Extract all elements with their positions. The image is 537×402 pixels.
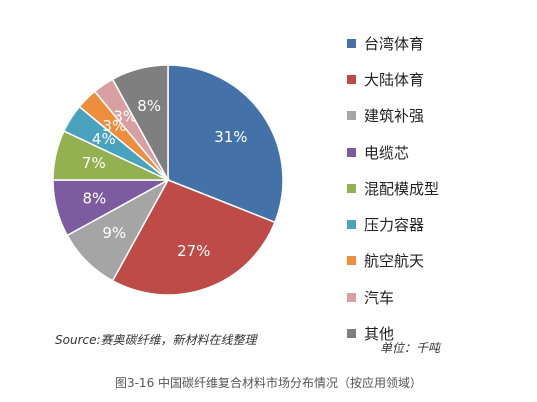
legend-item: 混配模成型 xyxy=(347,170,439,206)
slice-label: 27% xyxy=(177,242,210,260)
legend-item: 台湾体育 xyxy=(347,25,439,61)
chart-legend: 台湾体育 大陆体育 建筑补强 电缆芯 混配模成型 压力容器 航空航天 汽车 其他 xyxy=(347,25,439,352)
slice-label: 8% xyxy=(137,97,161,115)
pie-chart: 31%27%9%8%7%4%3%3%8% xyxy=(52,64,284,296)
legend-swatch xyxy=(347,183,356,193)
legend-label: 电缆芯 xyxy=(364,143,410,162)
legend-swatch xyxy=(347,111,356,121)
slice-label: 8% xyxy=(82,189,106,207)
legend-swatch xyxy=(347,329,356,339)
slice-label: 4% xyxy=(92,130,116,148)
unit-note: 单位：千吨 xyxy=(380,341,441,355)
legend-swatch xyxy=(347,147,356,157)
slice-label: 9% xyxy=(102,224,126,242)
pie-slice xyxy=(111,64,169,181)
slice-label: 7% xyxy=(82,154,106,172)
legend-label: 大陆体育 xyxy=(364,70,425,89)
legend-label: 汽车 xyxy=(364,288,395,307)
legend-swatch xyxy=(347,256,356,266)
legend-swatch xyxy=(347,38,356,48)
pie-slice xyxy=(167,64,284,224)
legend-label: 其他 xyxy=(364,325,395,344)
legend-item: 汽车 xyxy=(347,279,439,315)
legend-label: 建筑补强 xyxy=(364,107,425,126)
pie-slice xyxy=(111,179,276,296)
legend-label: 航空航天 xyxy=(364,252,425,271)
slice-label: 31% xyxy=(214,128,247,146)
legend-label: 台湾体育 xyxy=(364,34,425,53)
legend-item: 大陆体育 xyxy=(347,61,439,97)
legend-label: 压力容器 xyxy=(364,216,425,235)
legend-item: 电缆芯 xyxy=(347,134,439,170)
legend-item: 其他 xyxy=(347,315,439,351)
legend-item: 建筑补强 xyxy=(347,98,439,134)
legend-item: 压力容器 xyxy=(347,206,439,242)
legend-label: 混配模成型 xyxy=(364,179,440,198)
source-note: Source:赛奥碳纤维，新材料在线整理 xyxy=(55,333,257,347)
legend-swatch xyxy=(347,292,356,302)
legend-swatch xyxy=(347,74,356,84)
legend-item: 航空航天 xyxy=(347,243,439,279)
legend-swatch xyxy=(347,220,356,230)
figure-caption: 图3-16 中国碳纤维复合材料市场分布情况（按应用领域） xyxy=(114,376,423,390)
